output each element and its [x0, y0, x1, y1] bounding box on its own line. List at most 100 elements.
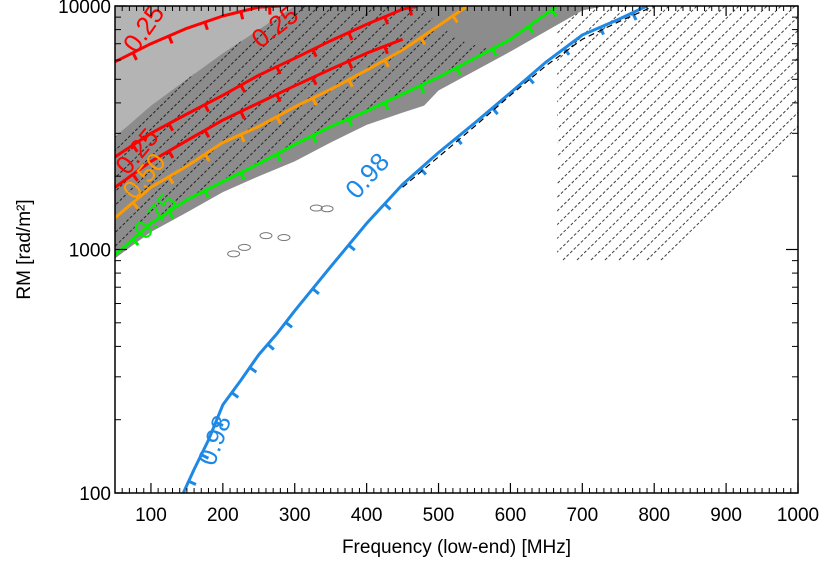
contour-speck	[259, 232, 273, 240]
series-tick	[131, 144, 139, 153]
series-tick	[203, 129, 211, 139]
series-tick	[383, 101, 390, 111]
series-tick	[491, 107, 499, 116]
series-tick	[275, 66, 282, 75]
series-tick	[347, 31, 354, 41]
series-tick	[347, 79, 354, 88]
series-tick	[598, 26, 605, 36]
series-tick	[284, 321, 293, 329]
series-tick	[347, 243, 356, 252]
y-tick-label: 100	[79, 484, 111, 505]
x-tick-label: 400	[351, 505, 383, 526]
dark-grey-region	[115, 6, 604, 259]
series-tick	[455, 136, 463, 146]
x-tick-label: 300	[279, 505, 311, 526]
series-tick	[383, 59, 390, 68]
x-tick-label: 700	[566, 505, 598, 526]
series-tick	[527, 76, 535, 85]
hatch-line	[115, 6, 306, 193]
axes: 100 200 300 400 500 600 700 800 900 1000 100 1000 10…	[14, 0, 819, 558]
series-line-0-25-lower-	[115, 37, 404, 189]
x-tick-label: 600	[495, 505, 527, 526]
series-tick	[347, 118, 354, 127]
hatch-line	[520, 6, 782, 261]
series-tick	[383, 16, 390, 25]
x-tick-label: 500	[423, 505, 455, 526]
series-tick	[188, 479, 197, 486]
series-tick	[203, 21, 209, 31]
series-tick	[239, 11, 245, 20]
series-tick	[167, 150, 175, 159]
series-tick	[167, 122, 175, 132]
series-tick	[311, 48, 318, 58]
y-tick-label: 10000	[58, 0, 111, 18]
series-tick	[131, 238, 140, 247]
series-tick	[239, 172, 246, 181]
series-tick	[239, 110, 246, 120]
series-tick	[311, 287, 320, 295]
hatch-line	[562, 29, 798, 261]
series-tick	[266, 343, 275, 351]
hatch-line	[534, 6, 796, 261]
contour-speck	[309, 204, 323, 212]
series-tick	[239, 84, 247, 93]
series-tick	[215, 421, 224, 427]
x-axis-title: Frequency (low-end) [MHz]	[342, 537, 571, 558]
series-tick	[167, 35, 174, 44]
series-tick	[275, 153, 282, 162]
contour-speck	[277, 234, 291, 242]
series-tick	[239, 133, 246, 143]
series-tick	[230, 391, 240, 399]
series-tick	[383, 45, 389, 55]
hatch-line	[646, 111, 798, 261]
contour-speck	[237, 243, 251, 251]
series-tick	[563, 47, 571, 56]
series-tick	[451, 15, 459, 24]
series-tick	[248, 366, 258, 374]
plot-area: 0.25 0.250.250.500.750.980.98	[115, 6, 798, 493]
series-tick	[200, 453, 210, 460]
plot-content: 0.25 0.250.250.500.750.980.98	[115, 6, 798, 493]
dark-region-right	[416, 6, 604, 52]
x-tick-label: 800	[638, 505, 670, 526]
series-tick	[311, 76, 318, 86]
series-tick	[419, 167, 427, 176]
y-tick-label: 1000	[69, 241, 111, 262]
series-tick	[131, 201, 140, 210]
hatch-line	[548, 16, 798, 261]
series-tick	[527, 25, 535, 34]
series-tick	[167, 210, 175, 220]
hatch-mask-white	[115, 6, 558, 493]
series-tick	[203, 190, 210, 199]
series-tick	[631, 12, 638, 21]
series-tick	[383, 202, 392, 211]
hatch-line	[632, 98, 798, 261]
hatch-line	[115, 6, 320, 206]
series-tick	[275, 116, 282, 125]
contour-speck	[320, 205, 334, 213]
x-tick-label: 200	[207, 505, 239, 526]
series-line-0-98-dashed-	[402, 6, 655, 188]
series-tick	[550, 8, 558, 18]
series-tick	[167, 175, 175, 185]
series-tick	[347, 60, 354, 70]
series-tick	[419, 36, 427, 46]
series-tick	[311, 97, 318, 106]
series-line-0-50	[115, 6, 469, 219]
series-tick	[311, 134, 318, 144]
series-tick	[203, 103, 210, 113]
series-tick	[275, 93, 282, 103]
hatch-line	[604, 70, 798, 261]
hatch-line	[660, 125, 798, 261]
series-tick	[203, 153, 211, 162]
series-tick	[455, 67, 462, 76]
hatch-line	[618, 84, 798, 261]
y-axis-title: RM [rad/m²]	[14, 199, 35, 299]
series-tick	[419, 84, 426, 94]
hatch-line	[115, 6, 348, 234]
series-tick	[131, 173, 139, 182]
hatch-line	[576, 43, 798, 261]
x-tick-label: 1000	[777, 505, 819, 526]
series-line-0-75	[115, 6, 559, 257]
